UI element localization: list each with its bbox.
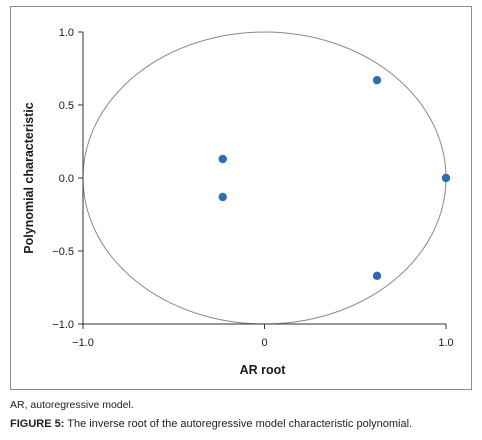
root-point: [372, 271, 382, 281]
x-tick-label: 0: [261, 337, 267, 349]
figure-note: AR, autoregressive model.: [10, 399, 134, 411]
figure-caption: FIGURE 5: The inverse root of the autore…: [10, 418, 412, 430]
unit-circle: [82, 31, 447, 325]
chart-frame: [10, 6, 472, 390]
root-point: [441, 173, 451, 183]
x-axis-title: AR root: [240, 363, 287, 377]
figure-caption-text: The inverse root of the autoregressive m…: [64, 418, 413, 430]
root-point: [218, 154, 227, 164]
y-axis-title: Polynomial characteristic: [22, 102, 36, 254]
y-tick-label: 0.5: [59, 100, 74, 112]
y-tick-label: −1.0: [52, 319, 74, 331]
y-tick-label: 0.0: [59, 173, 74, 185]
y-tick-label: −0.5: [52, 246, 74, 258]
x-tick-label: −1.0: [72, 337, 94, 349]
figure-caption-label: FIGURE 5:: [10, 418, 65, 430]
root-point: [372, 75, 382, 85]
root-point: [218, 192, 227, 202]
y-tick-label: 1.0: [59, 27, 74, 39]
x-tick-label: 1.0: [438, 337, 453, 349]
